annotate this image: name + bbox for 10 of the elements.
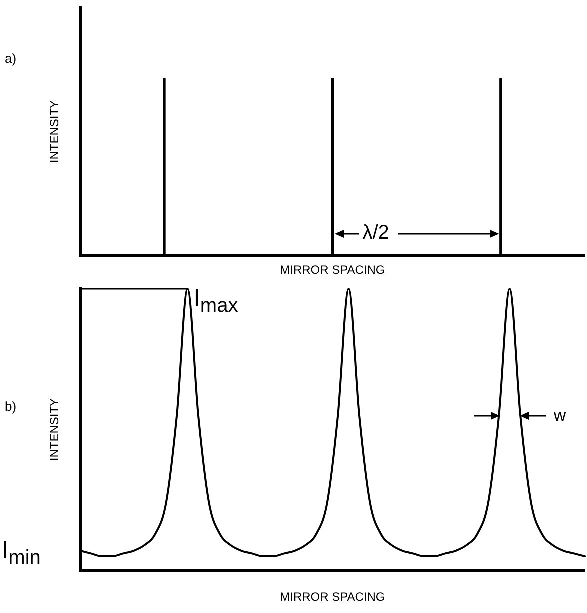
ref-line-label: I$_{max}$ <box>194 285 238 317</box>
text: b) <box>5 399 17 414</box>
x-axis-title: MIRROR SPACING <box>280 590 386 604</box>
annotation: λ/2 <box>362 222 390 244</box>
y-axis-title: INTENSITY <box>48 398 62 462</box>
text: a) <box>5 51 17 66</box>
x-axis-title: MIRROR SPACING <box>280 263 386 278</box>
text: I$_{min}$ <box>2 536 41 569</box>
y-axis-title: INTENSITY <box>48 100 62 164</box>
annotation: w <box>554 406 566 425</box>
